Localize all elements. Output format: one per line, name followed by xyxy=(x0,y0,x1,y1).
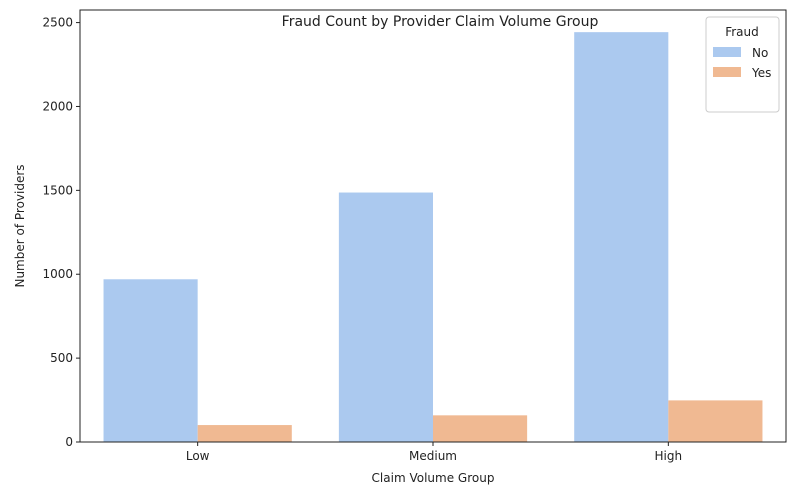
y-axis-label: Number of Providers xyxy=(13,164,27,287)
y-tick-label: 500 xyxy=(50,351,73,365)
chart-title: Fraud Count by Provider Claim Volume Gro… xyxy=(282,14,599,30)
y-tick-label: 1500 xyxy=(42,183,73,197)
x-axis-ticks: Low Medium High xyxy=(186,442,682,463)
y-tick-label: 1000 xyxy=(42,267,73,281)
y-tick-label: 2000 xyxy=(42,99,73,113)
y-tick-label: 0 xyxy=(65,435,73,449)
legend-title: Fraud xyxy=(725,25,759,39)
plot-area-frame xyxy=(79,9,787,443)
y-tick-label: 2500 xyxy=(42,16,73,30)
legend: Fraud No Yes xyxy=(705,16,780,113)
x-tick-label: Low xyxy=(186,449,210,463)
bar-no-high xyxy=(574,32,669,443)
legend-frame xyxy=(705,16,780,113)
legend-swatch-yes xyxy=(713,67,741,77)
bar-yes-high xyxy=(668,400,763,442)
legend-label-no: No xyxy=(752,46,768,60)
y-axis-ticks: 0 500 1000 1500 2000 2500 xyxy=(42,16,80,449)
bar-yes-medium xyxy=(433,415,528,442)
bar-no-medium xyxy=(338,192,433,442)
legend-swatch-no xyxy=(713,47,741,57)
x-axis-label: Claim Volume Group xyxy=(372,471,495,485)
legend-entries: No Yes xyxy=(713,46,771,80)
bar-yes-low xyxy=(197,425,292,442)
bars-group xyxy=(103,32,763,443)
legend-label-yes: Yes xyxy=(751,66,771,80)
x-tick-label: High xyxy=(655,449,683,463)
bar-no-low xyxy=(103,279,198,442)
x-tick-label: Medium xyxy=(409,449,457,463)
